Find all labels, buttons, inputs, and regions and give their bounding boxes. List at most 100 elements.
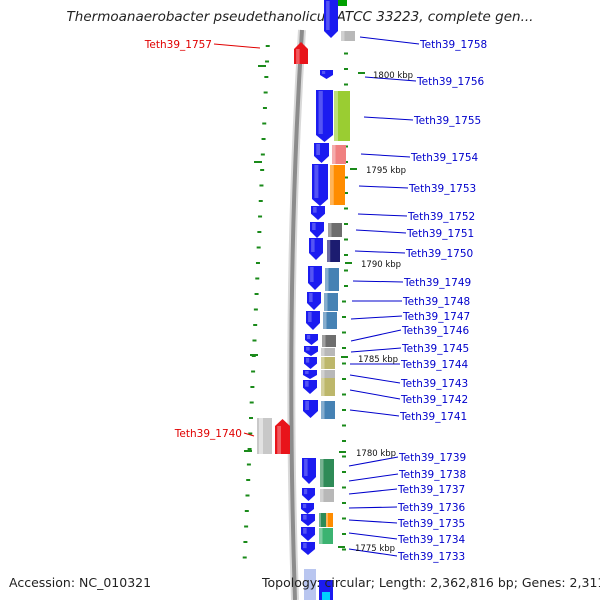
scale-label: 1780 kbp <box>356 449 396 459</box>
gene-arrow-reverse <box>310 222 324 238</box>
cog-box <box>320 459 334 487</box>
gene-label-reverse: Teth39_1751 <box>406 228 474 240</box>
cog-box-highlight <box>341 31 345 41</box>
forward-strand-genes <box>257 42 308 454</box>
gene-arrow-reverse <box>302 488 315 501</box>
gene-label-reverse: Teth39_1755 <box>413 115 481 127</box>
leader-line <box>350 329 402 342</box>
cog-box <box>327 240 340 262</box>
map-title: Thermoanaerobacter pseudethanolicus ATCC… <box>66 9 534 25</box>
gene-label-reverse: Teth39_1739 <box>398 452 466 464</box>
leader-line <box>350 315 403 320</box>
cog-box-highlight <box>327 240 331 262</box>
gene-arrow-reverse <box>303 380 317 394</box>
cog-box <box>321 348 335 356</box>
gene-arrow-highlight <box>316 144 320 155</box>
gene-arrow-reverse <box>320 70 333 79</box>
cog-box-highlight <box>330 165 334 205</box>
leader-line <box>243 432 255 437</box>
cog-feature-track <box>304 0 355 600</box>
gene-arrow-highlight <box>306 347 310 351</box>
leader-line <box>360 153 411 158</box>
leader-line <box>359 36 420 45</box>
scale-label: 1785 kbp <box>358 355 398 365</box>
cog-box <box>304 569 316 600</box>
gene-arrow-reverse <box>309 238 323 260</box>
cog-box <box>322 335 336 347</box>
gene-label-reverse: Teth39_1741 <box>399 411 467 423</box>
gene-label-reverse: Teth39_1738 <box>398 469 466 481</box>
scale-label: 1775 kbp <box>355 544 395 554</box>
gene-arrow-highlight <box>311 239 315 252</box>
gene-arrow-reverse <box>301 542 315 555</box>
gene-label-reverse: Teth39_1736 <box>397 502 466 514</box>
gene-label-reverse: Teth39_1756 <box>416 76 485 88</box>
gene-arrow-reverse <box>303 370 317 379</box>
cog-box-highlight <box>332 145 336 164</box>
cog-box-highlight <box>321 357 325 369</box>
backbone <box>289 29 304 600</box>
leader-line <box>348 506 398 509</box>
gene-label-reverse: Teth39_1745 <box>401 343 469 355</box>
label-leader-lines <box>213 36 420 557</box>
cog-box <box>321 357 335 369</box>
cog-box <box>334 91 350 141</box>
leader-line <box>355 229 407 234</box>
gene-arrow-reverse <box>314 143 329 163</box>
gene-arrow-forward <box>294 42 308 64</box>
gene-arrow-highlight <box>305 358 310 363</box>
gene-label-reverse: Teth39_1749 <box>403 277 471 289</box>
cog-box <box>320 489 334 502</box>
gene-arrow-highlight <box>306 335 311 340</box>
gene-label-reverse: Teth39_1748 <box>402 296 470 308</box>
cog-box-highlight <box>320 489 324 502</box>
cog-box-highlight <box>325 268 329 291</box>
leader-line <box>348 488 398 495</box>
gene-arrow-highlight <box>313 207 317 213</box>
gene-arrow-reverse <box>302 458 316 484</box>
gene-arrow-highlight <box>303 515 307 520</box>
cog-box-highlight <box>321 348 325 356</box>
cog-box-highlight <box>321 378 325 396</box>
gene-label-reverse: Teth39_1742 <box>400 394 468 406</box>
gene-label-reverse: Teth39_1746 <box>401 325 470 337</box>
gene-arrow-highlight <box>326 1 330 30</box>
topology-text: Topology: circular; Length: 2,362,816 bp… <box>262 575 600 590</box>
gene-arrow-reverse <box>307 292 321 310</box>
leader-line <box>348 456 399 467</box>
scale-label: 1790 kbp <box>361 260 401 270</box>
gene-arrow-highlight <box>304 459 308 476</box>
cog-box <box>321 378 335 396</box>
leader-line <box>348 532 398 540</box>
gene-arrow-highlight <box>305 381 309 387</box>
cog-box-highlight <box>319 528 323 544</box>
leader-line <box>358 185 409 189</box>
gene-arrow-highlight <box>305 371 309 374</box>
gene-label-reverse: Teth39_1750 <box>405 248 473 260</box>
gene-arrow-highlight <box>303 528 307 534</box>
cog-box <box>321 370 335 378</box>
gene-arrow-highlight <box>318 91 323 134</box>
reverse-strand-genes <box>301 0 338 555</box>
leader-line <box>354 250 406 254</box>
cog-box <box>328 223 342 237</box>
cog-box-highlight <box>324 293 328 311</box>
cog-box-highlight <box>326 513 328 527</box>
gene-arrow-reverse <box>301 527 315 541</box>
accession-text: Accession: NC_010321 <box>9 575 152 590</box>
cog-box <box>326 513 333 527</box>
leader-line <box>213 43 261 49</box>
cog-box-highlight <box>334 91 338 141</box>
cog-box-highlight <box>320 459 324 487</box>
cog-box-highlight <box>328 223 332 237</box>
gene-arrow-reverse <box>303 400 318 418</box>
gene-arrow-highlight <box>309 293 313 302</box>
gene-label-reverse: Teth39_1754 <box>410 152 479 164</box>
gene-arrow-highlight <box>302 504 307 509</box>
gene-arrow-reverse <box>324 0 338 38</box>
gene-arrow-highlight <box>296 49 300 64</box>
gene-arrow-highlight <box>303 543 307 549</box>
gene-arrow-reverse <box>311 206 325 220</box>
cog-box-highlight <box>321 370 325 378</box>
gene-label-reverse: Teth39_1733 <box>397 551 465 563</box>
